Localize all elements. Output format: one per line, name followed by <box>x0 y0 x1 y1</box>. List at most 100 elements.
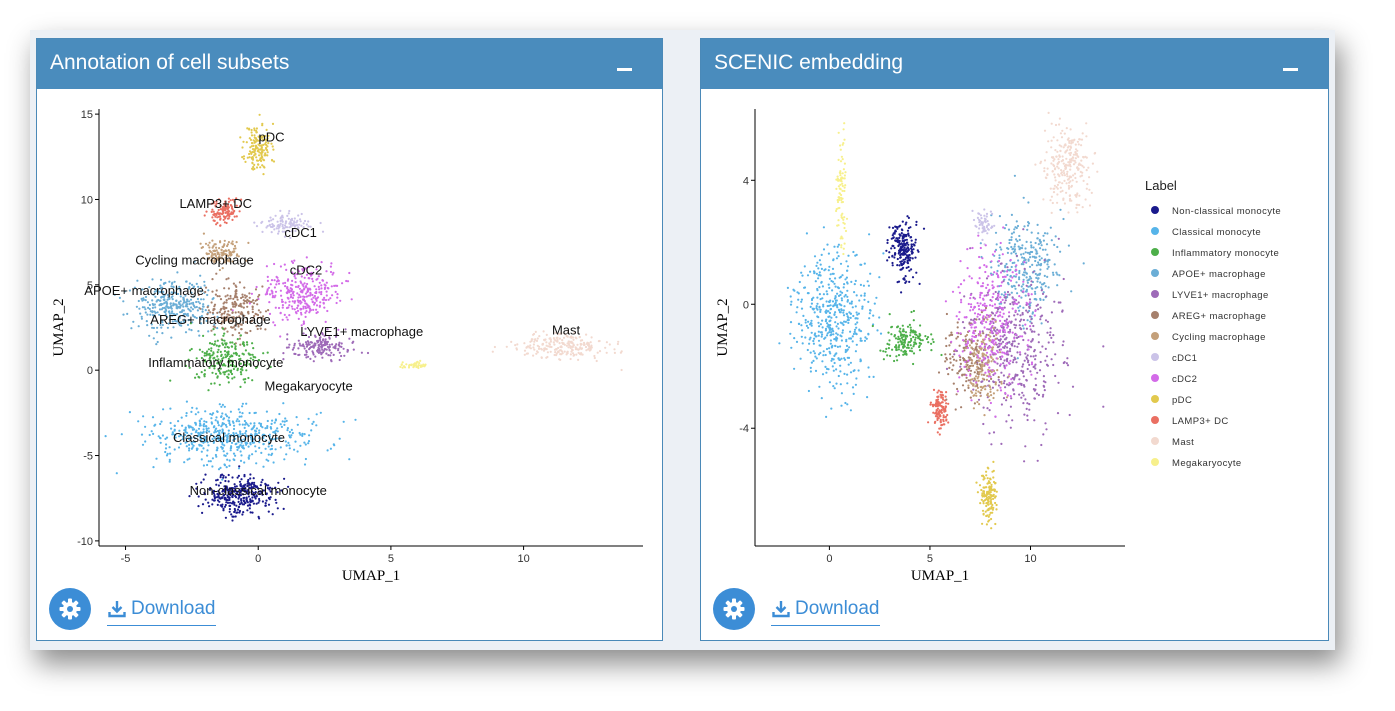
data-point <box>1017 259 1020 262</box>
data-point <box>574 346 577 349</box>
download-link[interactable]: Download <box>107 593 216 626</box>
data-point <box>267 142 270 145</box>
data-point <box>828 311 832 315</box>
data-point <box>1039 360 1042 364</box>
data-point <box>944 337 947 340</box>
data-point <box>306 287 309 290</box>
data-point <box>535 352 538 355</box>
data-point <box>1029 346 1033 349</box>
data-point <box>307 225 310 228</box>
data-point <box>872 375 875 378</box>
data-point <box>910 239 913 242</box>
data-point <box>303 433 306 436</box>
data-point <box>222 450 225 453</box>
data-point <box>904 258 907 261</box>
data-point <box>317 339 320 342</box>
data-point <box>867 300 870 303</box>
data-point <box>342 347 345 350</box>
settings-button[interactable] <box>49 588 91 630</box>
data-point <box>328 348 331 351</box>
data-point <box>260 153 263 157</box>
data-point <box>798 280 801 284</box>
data-point <box>226 313 229 316</box>
data-point <box>212 441 215 444</box>
data-point <box>309 294 312 297</box>
data-point <box>910 243 913 246</box>
data-point <box>986 318 989 321</box>
data-point <box>199 318 202 321</box>
data-point <box>905 353 908 356</box>
data-point <box>232 305 235 308</box>
data-point <box>348 337 351 340</box>
data-point <box>970 305 973 309</box>
data-point <box>1040 286 1043 289</box>
data-point <box>287 217 290 220</box>
data-point <box>419 365 422 368</box>
data-point <box>179 311 182 314</box>
data-point <box>226 494 229 497</box>
data-point <box>1007 384 1010 387</box>
cluster-label: pDC <box>258 129 284 144</box>
data-point <box>818 344 821 347</box>
data-point <box>847 318 850 322</box>
y-tick-label: -5 <box>83 451 93 463</box>
data-point <box>247 424 250 427</box>
data-point <box>320 341 323 344</box>
data-point <box>285 346 289 349</box>
data-point <box>218 212 221 215</box>
data-point <box>1040 257 1043 260</box>
data-point <box>153 424 156 427</box>
data-point <box>1020 396 1023 399</box>
data-point <box>1042 239 1045 242</box>
data-point <box>258 139 261 142</box>
data-point <box>288 447 291 450</box>
data-point <box>197 293 200 296</box>
data-point <box>1033 350 1036 353</box>
data-point <box>1033 419 1036 422</box>
data-point <box>224 249 227 252</box>
data-point <box>259 327 262 330</box>
minimize-button[interactable] <box>1283 68 1298 71</box>
data-point <box>1028 309 1031 312</box>
data-point <box>1046 267 1049 270</box>
data-point <box>288 222 291 225</box>
data-point <box>227 480 230 483</box>
data-point <box>896 226 899 229</box>
data-point <box>533 348 536 351</box>
data-point <box>1026 319 1029 322</box>
data-point <box>261 220 264 223</box>
data-point <box>1011 301 1014 304</box>
data-point <box>164 450 167 454</box>
data-point <box>175 304 178 307</box>
data-point <box>216 221 219 224</box>
data-point <box>177 318 180 321</box>
data-point <box>1024 352 1027 355</box>
data-point <box>277 227 280 230</box>
data-point <box>1040 289 1043 292</box>
data-point <box>979 242 982 245</box>
data-point <box>980 363 984 366</box>
data-point <box>219 208 222 211</box>
data-point <box>202 478 205 481</box>
data-point <box>1044 422 1047 425</box>
data-point <box>238 331 241 335</box>
data-point <box>320 293 323 296</box>
data-point <box>206 313 209 316</box>
data-point <box>221 437 224 440</box>
data-point <box>159 303 162 306</box>
data-point <box>908 280 911 283</box>
data-point <box>226 294 229 297</box>
data-point <box>829 342 832 345</box>
data-point <box>893 256 896 259</box>
data-point <box>205 210 208 213</box>
data-point <box>310 271 313 274</box>
data-point <box>242 444 245 447</box>
minimize-button[interactable] <box>617 68 632 71</box>
data-point <box>177 420 180 423</box>
data-point <box>897 252 900 255</box>
data-point <box>1029 370 1032 373</box>
data-point <box>975 368 978 371</box>
data-point <box>1002 327 1005 330</box>
data-point <box>1010 213 1013 216</box>
data-point <box>839 290 842 293</box>
